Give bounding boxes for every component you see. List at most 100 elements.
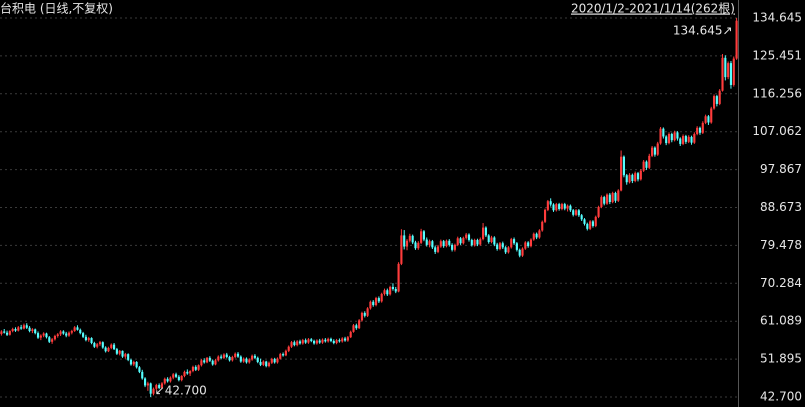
- candle-body: [572, 210, 575, 215]
- candle-body: [110, 344, 113, 348]
- candle-body: [434, 247, 437, 252]
- candle-body: [389, 286, 392, 295]
- candle-body: [231, 357, 234, 361]
- candle-body: [315, 340, 318, 344]
- candle-body: [684, 136, 687, 142]
- candle-body: [335, 340, 338, 344]
- candle-body: [62, 331, 65, 334]
- candle-body: [360, 312, 364, 321]
- candle-body: [605, 194, 609, 204]
- candle-body: [96, 344, 99, 347]
- candle-body: [217, 356, 220, 361]
- candle-body: [5, 332, 9, 335]
- candle-body: [98, 342, 102, 345]
- candle-body: [636, 173, 640, 180]
- candle-body: [358, 320, 361, 329]
- candle-body: [622, 156, 625, 176]
- candle-body: [707, 116, 710, 123]
- candle-body: [535, 233, 538, 238]
- candle-body: [594, 216, 597, 226]
- candle-body: [48, 337, 51, 342]
- candle-body: [673, 132, 676, 141]
- candle-body: [617, 190, 620, 201]
- candle-body: [670, 134, 673, 141]
- candle-body: [324, 339, 327, 342]
- y-tick-label: 88.673: [760, 200, 802, 214]
- candle-body: [614, 192, 617, 201]
- candle-body: [653, 147, 656, 155]
- candle-body: [600, 197, 603, 207]
- candle-body: [383, 290, 386, 294]
- candle-body: [467, 234, 471, 240]
- candle-body: [377, 298, 380, 302]
- candle-body: [465, 234, 468, 238]
- candle-body: [318, 340, 321, 343]
- candle-body: [484, 227, 487, 236]
- candle-body: [417, 242, 420, 249]
- candle-body: [222, 354, 226, 358]
- candle-body: [329, 338, 333, 341]
- candle-body: [163, 378, 166, 384]
- candle-body: [397, 263, 400, 292]
- candle-body: [296, 341, 299, 346]
- candle-body: [648, 155, 651, 168]
- candle-body: [546, 201, 549, 210]
- candle-body: [560, 204, 564, 210]
- candle-body: [366, 308, 369, 316]
- candle-body: [279, 354, 282, 359]
- candle-body: [724, 57, 727, 78]
- candle-body: [628, 174, 631, 183]
- candle-body: [284, 350, 287, 356]
- candle-body: [687, 136, 690, 142]
- candle-body: [155, 385, 158, 389]
- candle-body: [20, 327, 23, 329]
- candle-body: [118, 350, 121, 354]
- candle-body: [341, 338, 344, 342]
- candle-body: [425, 239, 428, 245]
- candle-body: [642, 161, 645, 171]
- candle-body: [656, 143, 659, 155]
- candle-body: [287, 346, 290, 351]
- candle-body: [718, 90, 721, 104]
- candle-body: [93, 343, 96, 347]
- candle-body: [732, 58, 735, 85]
- candle-body: [411, 235, 414, 243]
- candle-body: [211, 360, 214, 365]
- candle-body: [380, 293, 383, 302]
- candle-body: [177, 376, 180, 381]
- y-tick-label: 61.089: [760, 314, 802, 328]
- candle-body: [115, 349, 118, 354]
- candle-body: [180, 375, 183, 381]
- candle-body: [403, 235, 406, 247]
- candle-body: [191, 366, 195, 372]
- candle-body: [701, 122, 704, 133]
- y-tick-label: 125.451: [752, 48, 802, 62]
- candle-body: [113, 344, 116, 350]
- candle-body: [496, 244, 499, 250]
- candle-body: [405, 240, 409, 247]
- candle-body: [690, 136, 693, 143]
- candle-body: [352, 325, 355, 332]
- candle-body: [504, 247, 507, 253]
- candle-body: [121, 350, 124, 357]
- candle-body: [583, 219, 586, 224]
- candle-body: [141, 371, 144, 379]
- candle-body: [507, 247, 510, 253]
- candle-body: [727, 63, 730, 78]
- candle-body: [589, 221, 592, 229]
- candle-body: [704, 116, 707, 123]
- candle-body: [721, 57, 724, 91]
- candle-body: [338, 340, 341, 342]
- y-tick-label: 70.284: [760, 276, 802, 290]
- candle-body: [239, 356, 242, 362]
- candle-body: [31, 329, 34, 332]
- candle-body: [451, 244, 454, 250]
- candle-body: [34, 329, 37, 334]
- candle-body: [462, 237, 465, 244]
- candle-body: [696, 127, 699, 135]
- candle-body: [301, 340, 304, 344]
- candle-body: [270, 359, 273, 363]
- candle-body: [67, 332, 71, 336]
- candle-body: [631, 174, 634, 182]
- candle-body: [442, 241, 445, 247]
